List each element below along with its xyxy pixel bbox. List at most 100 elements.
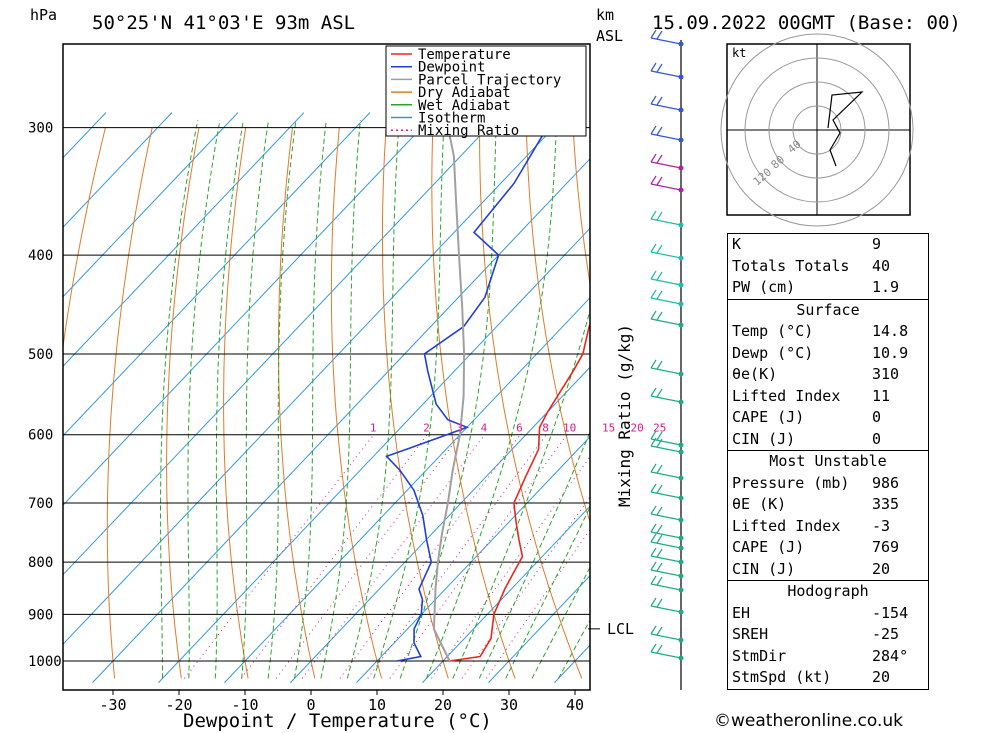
wet-adiabat-line [478, 430, 590, 679]
temp-tick-label: -20 [165, 696, 192, 714]
wind-barb [650, 270, 682, 286]
pressure-tick-label: 500 [28, 347, 53, 363]
wind-barb [650, 210, 682, 226]
hodo-stmdir: StmDir 284° [732, 646, 909, 665]
isotherm-line [92, 158, 590, 683]
temp-tick-label: -10 [231, 696, 258, 714]
legend-label: Mixing Ratio [418, 123, 519, 139]
legend-label: Wet Adiabat [418, 98, 511, 114]
surface-cape: CAPE (J) 0 [732, 408, 882, 426]
isotherm-line [290, 366, 590, 683]
mixing-ratio-label: 3 [456, 422, 463, 435]
legend-box [385, 45, 587, 137]
wet-adiabat-line [346, 120, 400, 679]
hodo-eh: EH -154 [732, 603, 909, 622]
wind-barb [650, 625, 682, 641]
hodograph-ring-label: 40 [785, 138, 804, 156]
hodograph-ring [744, 57, 890, 203]
dry-adiabat-line [479, 127, 583, 679]
wet-adiabat-line [241, 120, 269, 679]
mixing-ratio-label: 10 [563, 422, 576, 435]
wind-barb [650, 430, 682, 446]
mu-lifted: Lifted Index -3 [732, 516, 891, 535]
hodograph-header: Hodograph [728, 580, 928, 603]
isotherm-line [422, 505, 590, 683]
mu-thetae: θE (K) 335 [732, 495, 900, 513]
wind-profile [650, 29, 684, 690]
wind-barb [650, 463, 682, 479]
plot-frame [62, 43, 591, 691]
wind-barb [650, 29, 682, 45]
isotherm-line [63, 112, 437, 506]
mixing-ratio-line [431, 455, 590, 679]
lcl-marker: LCL [588, 620, 634, 638]
index-row-totals: Totals Totals 40 [732, 256, 891, 275]
credit-text: ©weatheronline.co.uk [714, 711, 904, 731]
pressure-tick-label: 900 [28, 607, 53, 623]
isotherm-line [488, 575, 590, 683]
wet-adiabat-line [399, 120, 497, 679]
wind-barb [650, 437, 682, 453]
legend-label: Dry Adiabat [418, 85, 511, 101]
surface-dewp: Dewp (°C) 10.9 [732, 343, 909, 362]
mixing-ratio-line [275, 434, 461, 679]
hodograph-ring [792, 105, 842, 155]
wind-barb [650, 289, 682, 305]
dry-adiabat-line [330, 127, 383, 679]
datetime-title: 15.09.2022 00GMT (Base: 00) [652, 12, 961, 34]
legend-label: Parcel Trajectory [418, 72, 561, 88]
temp-tick-label: 10 [368, 696, 386, 714]
mixing-ratio-title: Mixing Ratio (g/kg) [615, 324, 634, 507]
wind-barb [650, 505, 682, 521]
surface-header: Surface [728, 298, 928, 322]
wind-barb [650, 483, 682, 499]
pressure-tick-label: 800 [28, 555, 53, 571]
temp-tick-label: 30 [500, 696, 518, 714]
mu-cape: CAPE (J) 769 [732, 538, 900, 556]
axis-labels: 300 400 500 600 700 800 900 1000 -30 -20 -10 0 10 20 3… [28, 121, 584, 714]
mixing-ratio-line [367, 434, 547, 679]
mixing-ratio-label: 15 [602, 422, 615, 435]
series-parcel-trajectory [432, 127, 466, 662]
mixing-ratio-label: 4 [481, 422, 488, 435]
x-axis-title: Dewpoint / Temperature (°C) [183, 710, 492, 732]
wind-barb [650, 523, 682, 539]
dry-adiabat-line [994, 128, 1000, 679]
wind-barb [650, 310, 682, 326]
wind-barb [650, 387, 682, 403]
dry-adiabat-line [525, 127, 590, 524]
isotherm-line [63, 112, 569, 645]
wind-barb [650, 643, 682, 659]
mixing-ratio-line [240, 434, 428, 679]
mu-cin: CIN (J) 20 [732, 559, 891, 578]
wind-barb [650, 125, 682, 141]
dry-adiabat-line [431, 127, 516, 679]
wet-adiabat-line [214, 120, 244, 679]
mixing-ratio-label: 25 [653, 422, 666, 435]
dry-adiabat-line [947, 128, 1000, 679]
hodograph-ring [720, 33, 914, 227]
temp-tick-label: -30 [99, 696, 126, 714]
wind-barb [650, 533, 682, 549]
temp-tick-label: 20 [434, 696, 452, 714]
surface-lifted: Lifted Index 11 [732, 386, 891, 405]
isotherm-line [356, 436, 590, 683]
wet-adiabat-line [452, 308, 590, 679]
isotherm-line [158, 227, 590, 683]
lcl-label: LCL [607, 620, 634, 638]
surface-thetae: θe(K) 310 [732, 365, 900, 383]
wet-adiabat-line [187, 120, 221, 679]
mixing-ratio-labels: 1 2 3 4 6 8 10 15 20 25 [370, 422, 667, 435]
location-title: 50°25'N 41°03'E 93m ASL [92, 12, 355, 34]
wind-barb [650, 153, 682, 169]
mu-pressure: Pressure (mb) 986 [732, 473, 900, 492]
hodo-sreh: SREH -25 [732, 625, 900, 643]
hodo-stmspd: StmSpd (kt) 20 [732, 668, 891, 686]
mixing-ratio-label: 6 [516, 422, 523, 435]
mixing-ratio-line [301, 434, 485, 679]
wet-adiabat-line [426, 120, 558, 679]
surface-temp: Temp (°C) 14.8 [732, 322, 909, 340]
